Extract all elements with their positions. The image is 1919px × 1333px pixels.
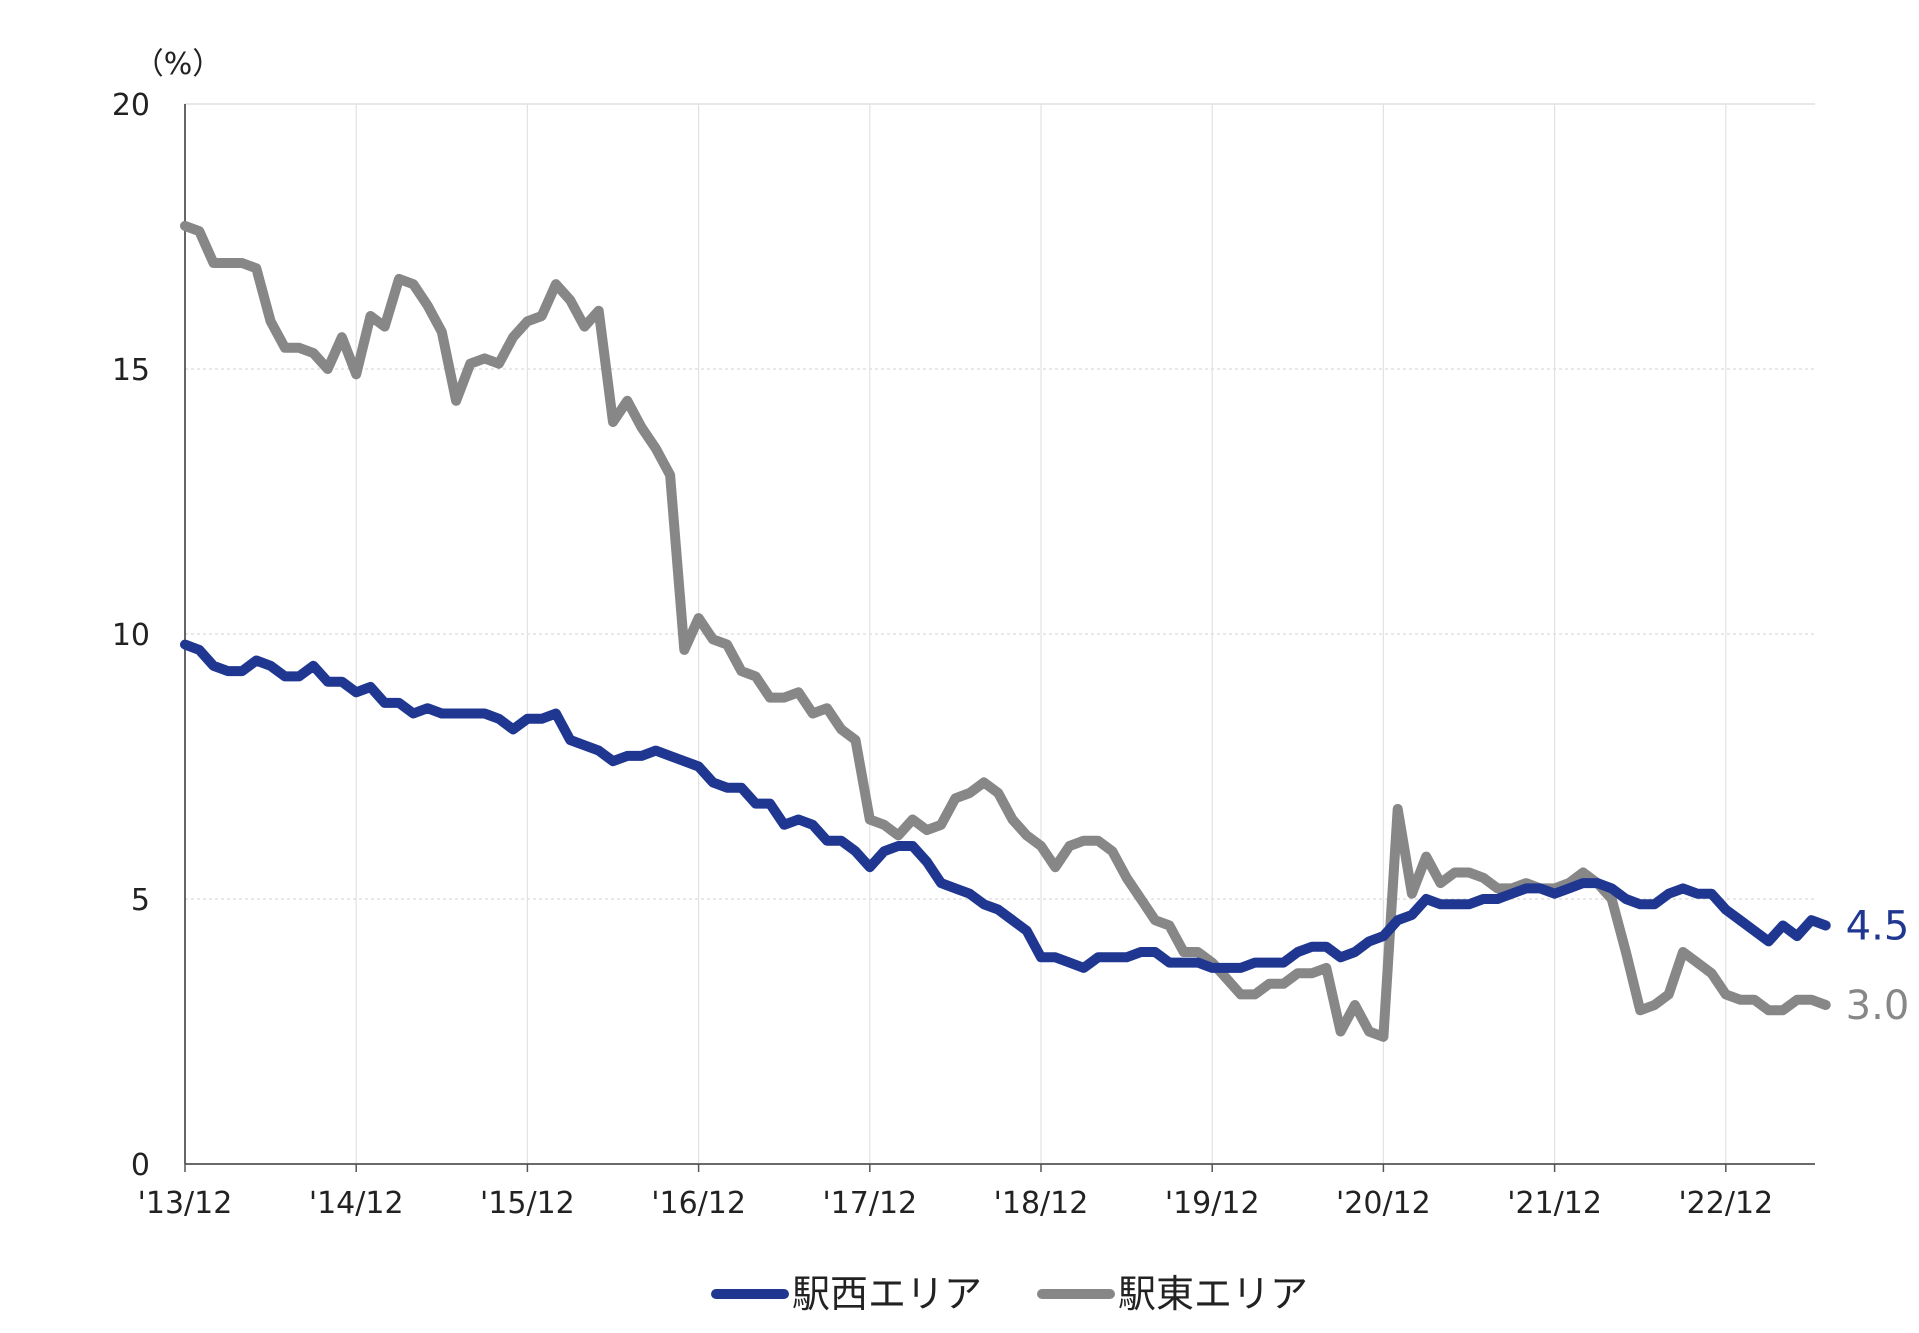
x-tick-label: '21/12 — [1507, 1186, 1602, 1221]
legend-label-1: 駅東エリア — [1118, 1272, 1308, 1316]
x-tick-label: '16/12 — [651, 1186, 746, 1221]
y-tick-label: 15 — [112, 353, 150, 388]
series-lines — [180, 220, 1831, 1042]
y-tick-label: 5 — [131, 883, 150, 918]
x-tick-label: '22/12 — [1678, 1186, 1773, 1221]
x-tick-label: '13/12 — [138, 1186, 233, 1221]
x-tick-label: '19/12 — [1165, 1186, 1260, 1221]
x-tick-label: '20/12 — [1336, 1186, 1431, 1221]
end-value-label-1: 3.0 — [1846, 983, 1910, 1029]
y-tick-label: 20 — [112, 88, 150, 123]
y-tick-label: 10 — [112, 618, 150, 653]
grid-lines — [185, 103, 1815, 1164]
y-axis-unit-label: （%） — [134, 47, 223, 82]
legend-label-0: 駅西エリア — [792, 1272, 982, 1316]
x-tick-label: '17/12 — [822, 1186, 917, 1221]
end-value-labels: 4.5 3.0 — [1846, 904, 1910, 1030]
x-tick-label: '14/12 — [309, 1186, 404, 1221]
series-line-0 — [180, 639, 1831, 973]
legend: 駅西エリア 駅東エリア — [711, 1272, 1308, 1316]
axes: 0 5 10 15 20 '13/12 '14/12 '15/12 '16/12 '17/12 '1… — [112, 88, 1815, 1221]
y-tick-label: 0 — [131, 1148, 150, 1183]
x-tick-label: '15/12 — [480, 1186, 575, 1221]
end-value-label-0: 4.5 — [1846, 904, 1910, 950]
x-tick-label: '18/12 — [994, 1186, 1089, 1221]
